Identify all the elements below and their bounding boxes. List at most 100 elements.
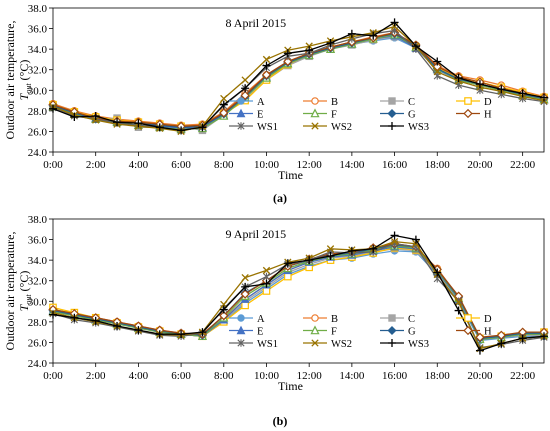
legend-swatch-marker: [311, 314, 319, 322]
data-point: [241, 282, 250, 291]
data-point: [369, 31, 378, 40]
data-point: [49, 310, 57, 319]
y-tick-label: 26.0: [28, 337, 48, 349]
data-point: [113, 321, 122, 330]
y-tick-label: 34.0: [28, 44, 48, 56]
data-point: [219, 305, 228, 314]
legend-item-ws2: WS2: [303, 339, 352, 350]
legend-swatch-marker: [388, 314, 396, 322]
legend-item-h: H: [456, 108, 492, 121]
x-tick-label: 18:00: [425, 370, 451, 382]
legend-swatch-marker: [311, 339, 319, 347]
data-point: [240, 289, 250, 299]
x-tick-label: 10:00: [254, 159, 280, 171]
x-tick-label: 4:00: [129, 370, 149, 382]
legend-label: WS3: [408, 122, 429, 133]
chart-panel-b: 24.0 26.0 28.0 30.0 32.0 34.0 36.0 38.0 0:00 2:00…: [3, 214, 549, 393]
legend-label: E: [257, 327, 263, 338]
legend-swatch-marker: [237, 314, 245, 322]
legend-item-a: A: [229, 97, 265, 108]
data-point: [326, 252, 335, 261]
series-line: [52, 36, 545, 132]
data-point: [241, 301, 249, 310]
y-tick-label: 36.0: [28, 235, 48, 247]
legend-swatch-marker: [388, 339, 396, 347]
legend-label: WS1: [257, 339, 278, 350]
data-point: [219, 108, 229, 118]
legend-item-d: D: [456, 97, 492, 108]
data-point: [284, 272, 292, 281]
y-axis-unit: (°C): [17, 271, 31, 295]
legend-swatch-marker: [463, 108, 473, 119]
data-point: [261, 70, 272, 80]
legend-label: B: [331, 97, 338, 108]
data-point: [412, 240, 420, 248]
legend-swatch-marker: [464, 314, 472, 322]
data-point: [540, 332, 548, 341]
legend-swatch-marker: [236, 325, 246, 335]
data-point: [305, 42, 313, 50]
data-point: [113, 118, 122, 127]
x-tick-label: 10:00: [254, 370, 280, 382]
y-axis-label: Outdoor air temperature, Tout (°C): [3, 21, 33, 140]
chart-panel-a: 24.0 26.0 28.0 30.0 32.0 34.0 36.0 38.0 0:00 2:00…: [3, 3, 549, 182]
data-point: [155, 330, 164, 339]
legend-swatch-marker: [237, 122, 245, 130]
legend-swatch-marker: [236, 108, 246, 118]
panel-label-a: (a): [273, 191, 287, 205]
x-tick-label: 2:00: [86, 370, 106, 382]
y-axis-unit: (°C): [17, 60, 31, 84]
legend-item-e: E: [229, 325, 263, 338]
legend-label: C: [408, 314, 415, 325]
data-point: [347, 29, 356, 38]
series-line: [52, 25, 545, 133]
y-axis-subscript: out: [24, 83, 33, 94]
x-tick-label: 16:00: [382, 159, 408, 171]
x-tick-label: 22:00: [510, 159, 536, 171]
data-point: [134, 119, 143, 128]
data-point: [283, 49, 292, 58]
data-point: [198, 328, 207, 337]
x-tick-label: 22:00: [510, 370, 536, 382]
y-tick-label: 30.0: [28, 296, 48, 308]
series-ws3: [49, 18, 548, 135]
data-point: [390, 237, 399, 246]
y-tick-label: 26.0: [28, 126, 48, 138]
legend-label: G: [408, 110, 416, 121]
data-point: [241, 76, 249, 84]
data-point: [283, 56, 293, 67]
legend-item-g: G: [380, 325, 416, 338]
x-tick-label: 0:00: [43, 370, 63, 382]
x-tick-label: 18:00: [425, 159, 451, 171]
legend-label: A: [257, 314, 265, 325]
legend: A B C D E F G H WS1 WS2 WS3: [229, 314, 492, 350]
legend-label: F: [331, 110, 337, 121]
legend-item-a: A: [229, 314, 265, 325]
data-point: [91, 316, 100, 325]
y-tick-label: 24.0: [28, 358, 48, 370]
legend-label: D: [484, 97, 492, 108]
data-point: [540, 93, 548, 102]
data-point: [369, 244, 378, 253]
x-tick-label: 20:00: [467, 370, 493, 382]
legend-item-b: B: [303, 314, 338, 325]
legend-swatch-marker: [310, 108, 320, 118]
data-point: [390, 231, 399, 240]
legend-swatch-marker: [311, 97, 319, 105]
x-tick-label: 20:00: [467, 159, 493, 171]
legend-swatch-marker: [464, 97, 472, 105]
x-axis-label: Time: [278, 168, 303, 182]
data-point: [241, 273, 249, 282]
x-tick-label: 12:00: [297, 159, 323, 171]
data-point: [198, 123, 207, 132]
data-point: [475, 346, 484, 355]
series-h: [48, 28, 549, 131]
data-point: [347, 246, 356, 255]
x-tick-label: 8:00: [214, 370, 234, 382]
y-tick-label: 38.0: [28, 214, 48, 226]
data-point: [496, 330, 506, 340]
data-point: [475, 80, 484, 89]
legend-item-c: C: [380, 97, 415, 108]
legend-swatch-marker: [388, 122, 396, 130]
